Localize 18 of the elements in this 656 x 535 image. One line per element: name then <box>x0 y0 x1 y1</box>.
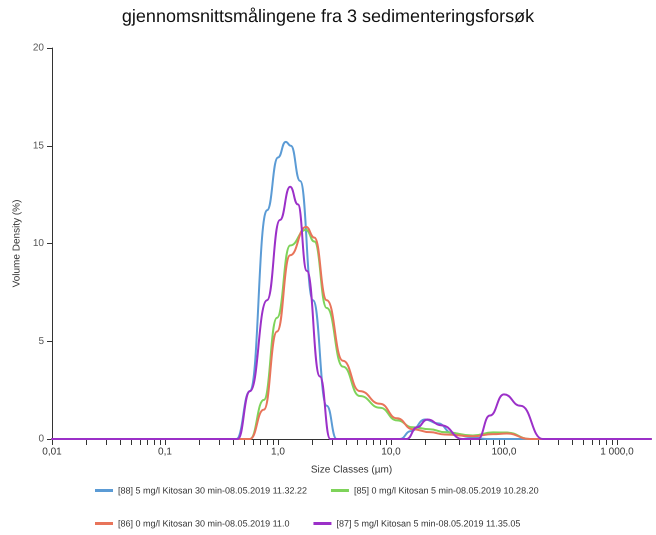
legend-label: [86] 0 mg/l Kitosan 30 min-08.05.2019 11.0 <box>118 518 290 528</box>
x-tick-label: 0,01 <box>42 446 62 458</box>
y-axis-title: Volume Density (%) <box>11 200 22 288</box>
x-tick-label: 0,1 <box>158 446 172 458</box>
legend-label: [88] 5 mg/l Kitosan 30 min-08.05.2019 11.32.22 <box>118 486 307 496</box>
x-tick-label: 100,0 <box>491 446 517 458</box>
x-tick-label: 1 000,0 <box>600 446 634 458</box>
legend-label: [85] 0 mg/l Kitosan 5 min-08.05.2019 10.28.20 <box>354 486 539 496</box>
x-tick-label: 10,0 <box>381 446 402 458</box>
x-tick-label: 1,0 <box>271 446 286 458</box>
y-tick-label: 5 <box>38 336 44 347</box>
x-axis-title: Size Classes (µm) <box>310 464 392 476</box>
legend-label: [87] 5 mg/l Kitosan 5 min-08.05.2019 11.35.05 <box>336 518 520 528</box>
y-tick-label: 15 <box>32 140 44 152</box>
chart-title: gjennomsnittsmålingene fra 3 sedimenteringsforsøk <box>122 6 536 26</box>
y-tick-label: 20 <box>32 42 44 54</box>
y-tick-label: 10 <box>32 238 44 249</box>
y-tick-label: 0 <box>38 434 44 444</box>
